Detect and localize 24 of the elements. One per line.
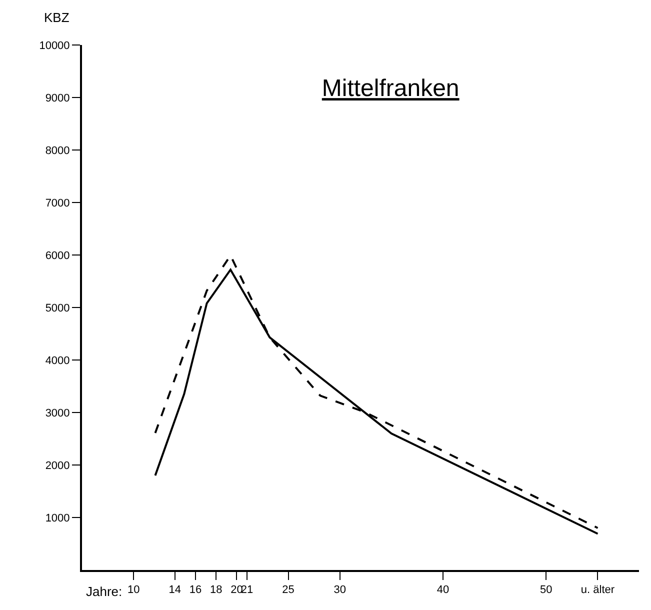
y-tick-label: 6000 — [45, 250, 70, 262]
x-tick-label: 25 — [282, 584, 294, 596]
x-tick-label: u. älter — [580, 584, 615, 596]
y-tick-label: 3000 — [45, 407, 70, 420]
x-tick-label: 18 — [210, 584, 222, 596]
y-tick-label: 2000 — [45, 460, 70, 472]
y-tick-label: 4000 — [45, 354, 70, 367]
y-tick-label: 1000 — [45, 512, 70, 524]
y-tick-label: 7000 — [45, 197, 70, 210]
text: Mittelfranken — [322, 75, 460, 102]
x-tick-label: 16 — [189, 584, 202, 596]
x-tick-label: 21 — [240, 584, 254, 596]
x-tick-label: 50 — [540, 584, 552, 596]
y-axis-title: KBZ — [44, 10, 70, 25]
x-axis-title: Jahre: — [86, 584, 122, 599]
y-tick-label: 8000 — [45, 144, 70, 157]
y-tick-label: 9000 — [45, 92, 70, 104]
y-tick-label: 10000 — [39, 40, 70, 52]
x-tick-label: 14 — [168, 584, 181, 596]
x-tick-label: 20 — [230, 584, 243, 596]
x-tick-label: 30 — [334, 584, 346, 596]
x-tick-label: 40 — [436, 584, 450, 596]
x-tick-label: 10 — [127, 584, 140, 596]
y-tick-label: 5000 — [45, 302, 70, 314]
